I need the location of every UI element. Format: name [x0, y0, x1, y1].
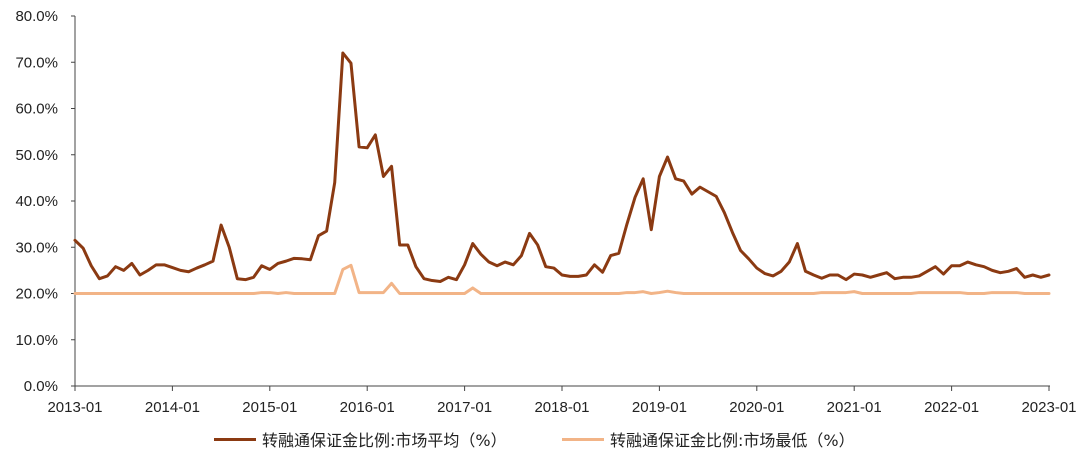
legend: 转融通保证金比例:市场平均（%） 转融通保证金比例:市场最低（%）	[0, 427, 1080, 453]
y-tick-label: 60.0%	[15, 101, 58, 118]
x-tick-label: 2020-01	[729, 399, 784, 416]
legend-item-minimum: 转融通保证金比例:市场最低（%）	[562, 427, 855, 451]
y-tick-label: 80.0%	[15, 8, 58, 25]
legend-label-average: 转融通保证金比例:市场平均（%）	[262, 431, 507, 450]
x-tick-label: 2014-01	[145, 399, 200, 416]
y-tick-label: 50.0%	[15, 147, 58, 164]
x-tick-label: 2013-01	[47, 399, 102, 416]
x-tick-label: 2015-01	[242, 399, 297, 416]
y-tick-label: 40.0%	[15, 193, 58, 210]
series-line-minimum	[73, 263, 1051, 295]
x-tick-label: 2016-01	[340, 399, 395, 416]
y-tick-label: 30.0%	[15, 239, 58, 256]
x-tick-label: 2022-01	[924, 399, 979, 416]
legend-label-minimum: 转融通保证金比例:市场最低（%）	[610, 431, 855, 450]
legend-item-average: 转融通保证金比例:市场平均（%）	[214, 427, 507, 451]
y-tick-label: 70.0%	[15, 54, 58, 71]
x-tick-label: 2019-01	[632, 399, 687, 416]
series-line-average	[73, 51, 1051, 283]
y-tick-label: 10.0%	[15, 332, 58, 349]
x-tick-label: 2017-01	[437, 399, 492, 416]
line-chart: 0.0% 10.0% 20.0% 30.0% 40.0% 50.0% 60.0% 70.0% 8…	[15, 8, 1076, 416]
x-tick-label: 2018-01	[534, 399, 589, 416]
y-tick-label: 20.0%	[15, 286, 58, 303]
y-tick-label: 0.0%	[24, 378, 58, 395]
legend-swatch-average	[214, 437, 256, 441]
x-tick-label: 2023-01	[1021, 399, 1076, 416]
x-tick-label: 2021-01	[827, 399, 882, 416]
legend-swatch-minimum	[562, 437, 604, 441]
